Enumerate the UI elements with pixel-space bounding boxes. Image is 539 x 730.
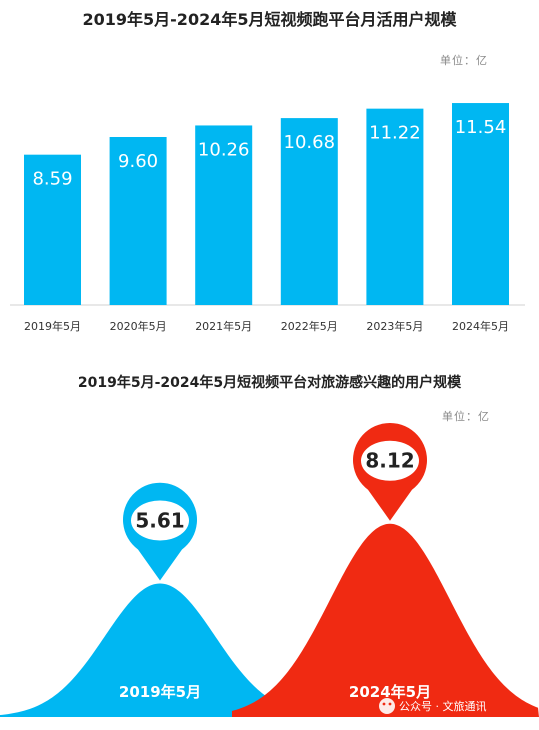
bar-value-label: 8.59 [32,169,72,190]
x-tick-label: 2020年5月 [110,319,167,333]
pin-value-label: 5.61 [135,508,184,532]
category-label: 2019年5月 [119,683,201,701]
pin-marker-badge [131,500,189,541]
bar-value-label: 11.54 [455,117,507,138]
wechat-icon [379,698,395,714]
pin-value-label: 8.12 [365,449,414,473]
x-tick-label: 2021年5月 [195,319,252,333]
bell-curve-area [0,583,330,717]
bar-value-label: 10.26 [198,139,250,160]
bar [366,108,424,306]
bar [452,103,509,305]
chart1-title: 2019年5月-2024年5月短视频跑平台月活用户规模 [82,10,457,29]
wechat-icon-dot [388,702,392,706]
bar [195,125,253,305]
chart2-title: 2019年5月-2024年5月短视频平台对旅游感兴趣的用户规模 [77,375,462,391]
pin-marker-badge [361,440,419,481]
x-tick-label: 2019年5月 [24,319,81,333]
wechat-icon-dot [382,702,386,706]
bar-value-label: 11.22 [369,123,421,144]
bar-chart: 8.59 2019年5月 9.60 2020年5月 10.26 2021年5月 10.68 2… [10,103,525,333]
bar-value-label: 10.68 [284,132,336,153]
x-tick-label: 2024年5月 [452,319,509,333]
bar-value-label: 9.60 [118,151,158,172]
x-tick-label: 2023年5月 [366,319,423,333]
x-tick-label: 2022年5月 [281,319,338,333]
bar [109,137,167,305]
bell-curve-area [232,523,539,717]
chart2-unit: 单位：亿 [442,410,490,423]
bell-chart: 5.61 2019年5月 8.12 2024年5月 [0,422,539,717]
bar [24,154,81,305]
category-label: 2024年5月 [349,683,431,701]
watermark-text: 公众号 · 文旅通讯 [399,699,487,713]
chart1-unit: 单位：亿 [440,54,488,67]
watermark: 公众号 · 文旅通讯 [379,698,487,714]
bar [280,118,338,305]
